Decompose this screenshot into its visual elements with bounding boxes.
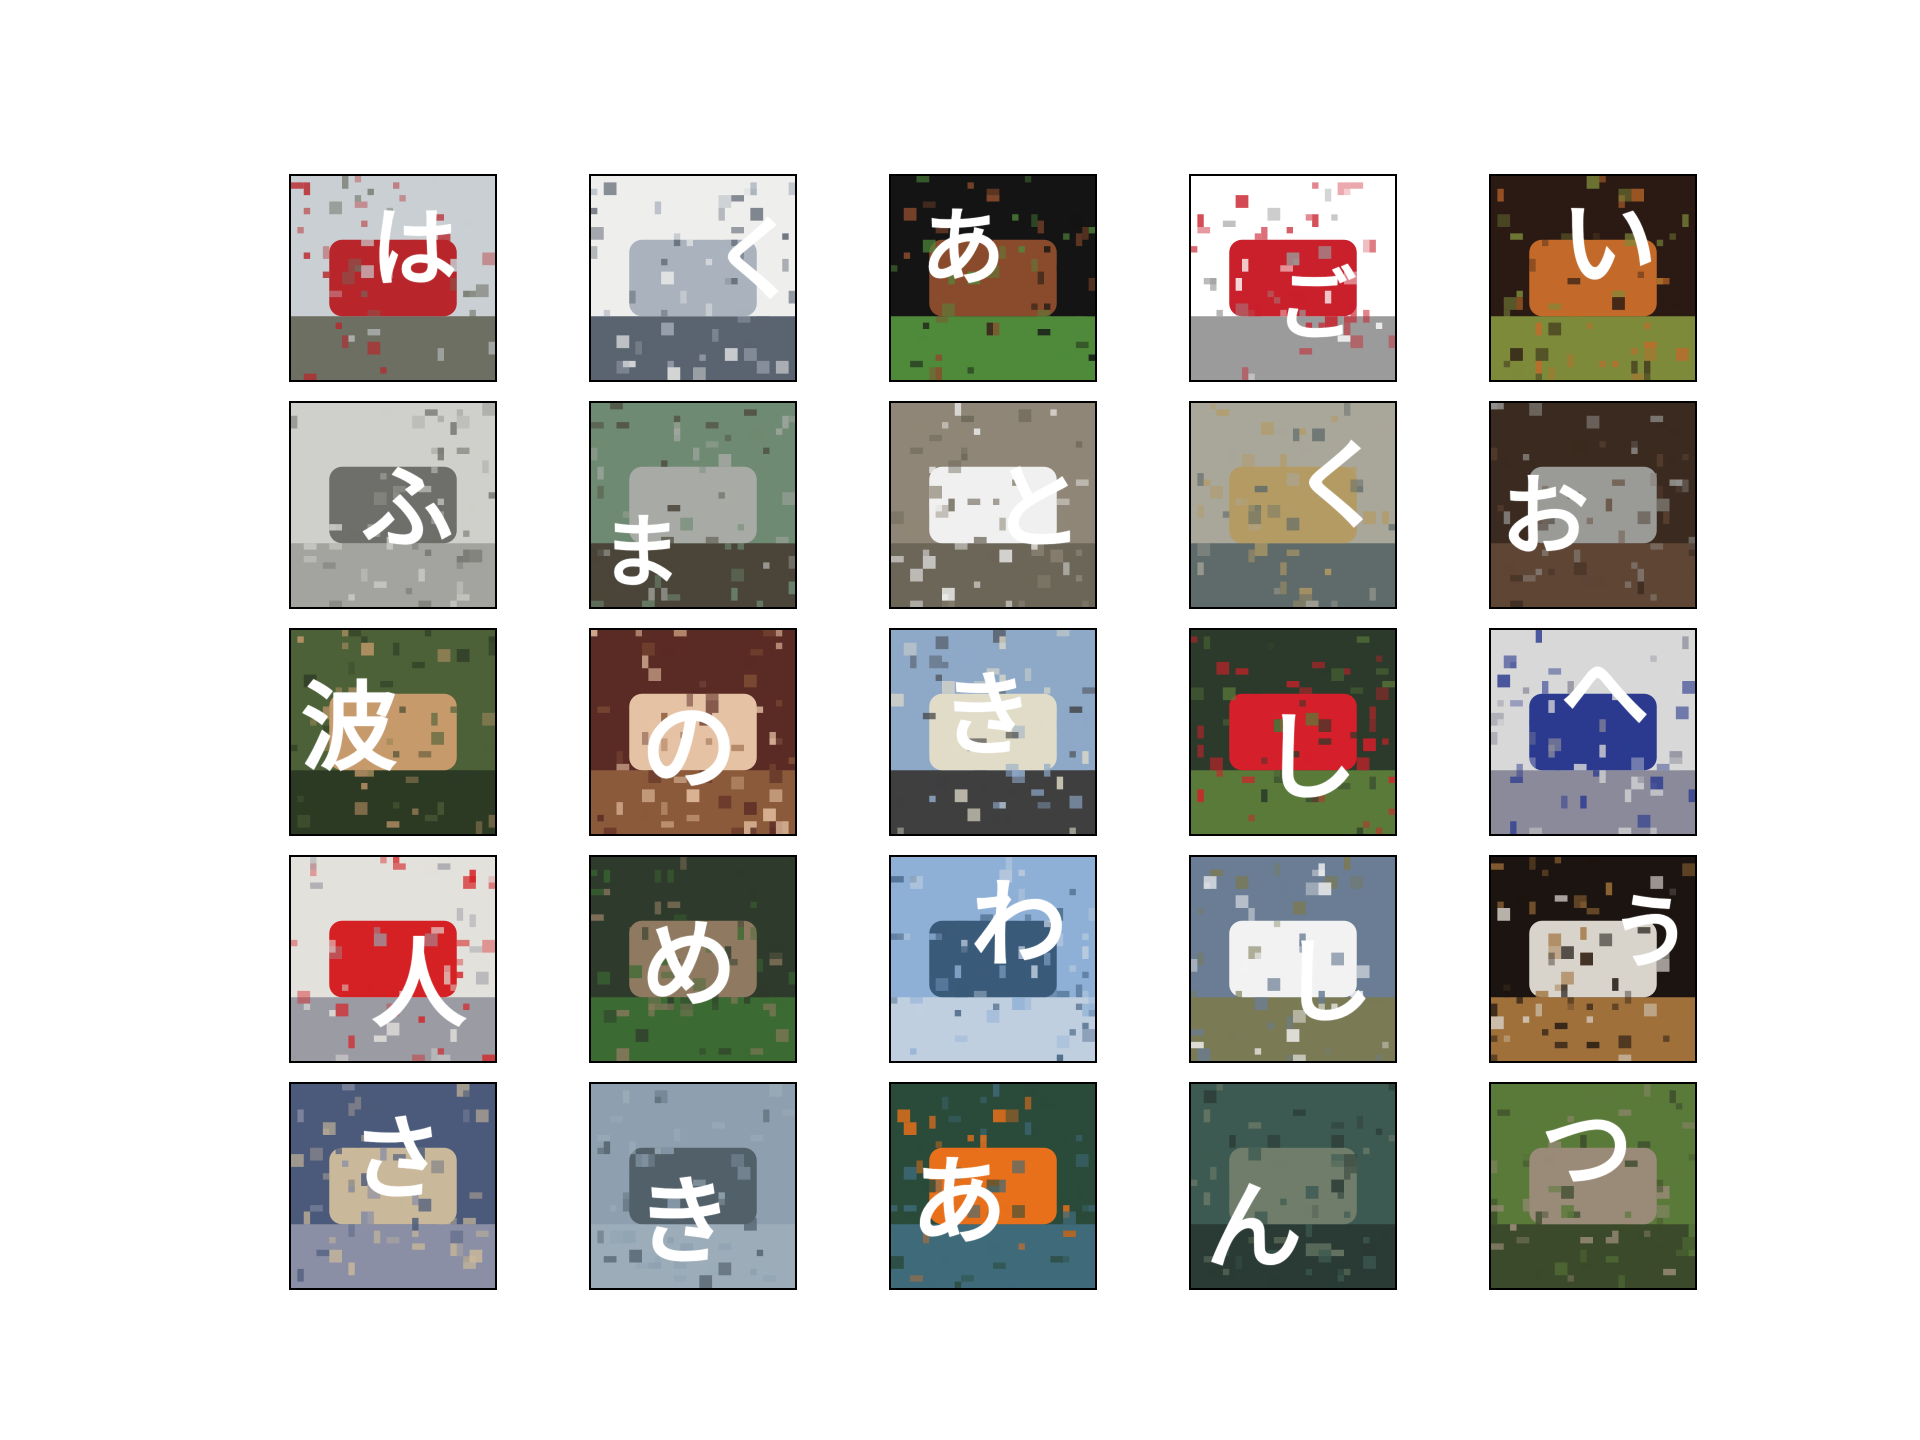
overlay-glyph: ご — [1276, 259, 1356, 352]
overlay-glyph: は — [371, 199, 457, 299]
overlay-glyph: 人 — [371, 929, 467, 1041]
image-tile-23: あ — [889, 1082, 1097, 1290]
overlay-glyph: さ — [351, 1106, 444, 1213]
image-tile-1: は — [289, 174, 497, 382]
automobile-photo — [1491, 630, 1695, 834]
overlay-glyph: し — [1261, 702, 1357, 814]
cat-photo — [1491, 857, 1695, 1061]
overlay-glyph: く — [1291, 430, 1387, 542]
image-tile-16: 人 — [289, 855, 497, 1063]
overlay-glyph: お — [1501, 465, 1590, 568]
frog-photo — [1191, 403, 1395, 607]
automobile-photo — [891, 630, 1095, 834]
overlay-glyph: あ — [921, 199, 1006, 297]
overlay-glyph: く — [711, 208, 797, 313]
overlay-glyph: き — [636, 1166, 732, 1278]
cat-photo — [1491, 176, 1695, 380]
image-tile-11: 波 — [289, 628, 497, 836]
image-tile-4: ご — [1189, 174, 1397, 382]
image-tile-12: の — [589, 628, 797, 836]
deer-photo — [291, 630, 495, 834]
airplane-photo — [291, 403, 495, 607]
dog-photo — [891, 403, 1095, 607]
image-tile-17: め — [589, 855, 797, 1063]
ship-photo — [591, 176, 795, 380]
cat-photo — [591, 630, 795, 834]
image-tile-3: あ — [889, 174, 1097, 382]
overlay-glyph: ん — [1206, 1171, 1302, 1283]
image-tile-24: ん — [1189, 1082, 1397, 1290]
truck-photo — [291, 857, 495, 1061]
bird-photo — [1491, 403, 1695, 607]
overlay-glyph: つ — [1541, 1096, 1634, 1203]
overlay-glyph: の — [641, 692, 737, 804]
image-tile-5: い — [1489, 174, 1697, 382]
image-tile-9: く — [1189, 401, 1397, 609]
image-tile-19: し — [1189, 855, 1397, 1063]
image-tile-20: ぅ — [1489, 855, 1697, 1063]
overlay-glyph: ふ — [361, 455, 454, 562]
image-tile-8: と — [889, 401, 1097, 609]
image-tile-10: お — [1489, 401, 1697, 609]
overlay-glyph: ま — [601, 506, 681, 599]
image-tile-13: き — [889, 628, 1097, 836]
overlay-glyph: わ — [971, 869, 1067, 981]
image-tile-15: へ — [1489, 628, 1697, 836]
overlay-glyph: い — [1561, 188, 1657, 300]
image-tile-14: し — [1189, 628, 1397, 836]
automobile-photo — [1191, 176, 1395, 380]
image-tile-22: き — [589, 1082, 797, 1290]
image-tile-6: ふ — [289, 401, 497, 609]
airplane-photo — [291, 1084, 495, 1288]
dog-photo — [591, 857, 795, 1061]
automobile-photo — [591, 403, 795, 607]
overlay-glyph: め — [641, 909, 737, 1021]
overlay-glyph: き — [941, 662, 1034, 769]
automobile-photo — [1191, 630, 1395, 834]
overlay-glyph: 波 — [301, 672, 397, 784]
ship-photo — [291, 176, 495, 380]
ship-photo — [891, 857, 1095, 1061]
bird-photo — [1491, 1084, 1695, 1288]
image-tile-21: さ — [289, 1082, 497, 1290]
overlay-glyph: と — [991, 455, 1084, 562]
ship-photo — [891, 1084, 1095, 1288]
overlay-glyph: ぅ — [1601, 869, 1697, 981]
image-tile-7: ま — [589, 401, 797, 609]
image-tile-2: く — [589, 174, 797, 382]
overlay-glyph: あ — [911, 1146, 1007, 1258]
airplane-photo — [1191, 857, 1395, 1061]
image-tile-18: わ — [889, 855, 1097, 1063]
overlay-glyph: し — [1281, 929, 1374, 1036]
ship-photo — [591, 1084, 795, 1288]
overlay-glyph: へ — [1561, 642, 1650, 745]
frog-photo — [1191, 1084, 1395, 1288]
image-tile-25: つ — [1489, 1082, 1697, 1290]
horse-photo — [891, 176, 1095, 380]
